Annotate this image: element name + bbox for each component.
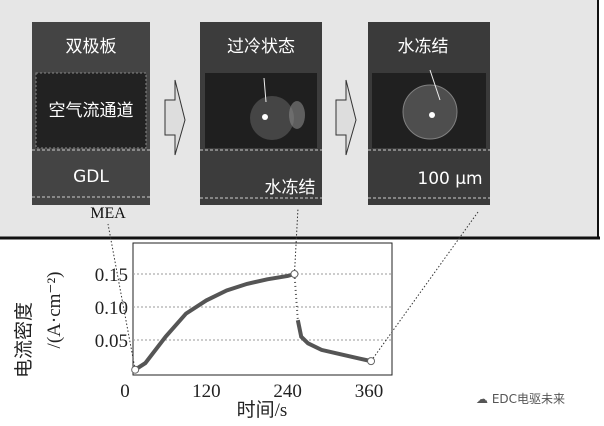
x-tick-label: 120	[192, 381, 221, 402]
current-density-chart: 0.05 0.10 0.15 0 120 240 360 时间/s 电流密度 /(A·cm⁻…	[13, 207, 479, 421]
x-tick-label: 0	[120, 381, 130, 402]
label-scale: 100 μm	[417, 169, 482, 189]
data-marker	[131, 365, 140, 374]
data-marker	[290, 270, 299, 278]
label-frozen: 水冻结	[398, 37, 449, 57]
series-line	[134, 272, 296, 372]
plot-frame	[132, 242, 393, 376]
label-freezing: 水冻结	[265, 178, 316, 198]
connector-line	[370, 211, 479, 362]
x-axis-label: 时间/s	[237, 399, 288, 421]
label-air-channel: 空气流通道	[49, 101, 134, 121]
connector-line	[293, 207, 299, 275]
arrow-right-icon	[335, 79, 357, 156]
label-gdl: GDL	[73, 167, 109, 187]
wechat-icon: ☁	[476, 392, 492, 406]
panel-supercooled: 过冷状态 水冻结	[200, 22, 322, 205]
panel-frozen: 水冻结 100 μm	[368, 22, 490, 205]
x-tick-label: 360	[355, 381, 384, 402]
label-bipolar-plate: 双极板	[66, 37, 117, 57]
y-axis-label: 电流密度	[13, 302, 35, 378]
label-mea: MEA	[90, 205, 126, 222]
y-tick-label: 0.05	[95, 331, 128, 352]
series-line	[295, 319, 372, 364]
y-tick-label: 0.15	[95, 265, 128, 286]
watermark: ☁ EDC电驱未来	[476, 392, 566, 406]
y-tick-label: 0.10	[95, 298, 128, 319]
panel-bipolar-plate: 双极板 空气流通道 GDL	[32, 22, 150, 205]
x-tick-label: 240	[273, 381, 302, 402]
connector-line	[107, 223, 136, 370]
data-marker	[367, 357, 376, 366]
arrow-right-icon	[164, 79, 186, 156]
label-supercooled: 过冷状态	[227, 37, 295, 57]
y-axis-unit: /(A·cm⁻²)	[44, 272, 65, 349]
